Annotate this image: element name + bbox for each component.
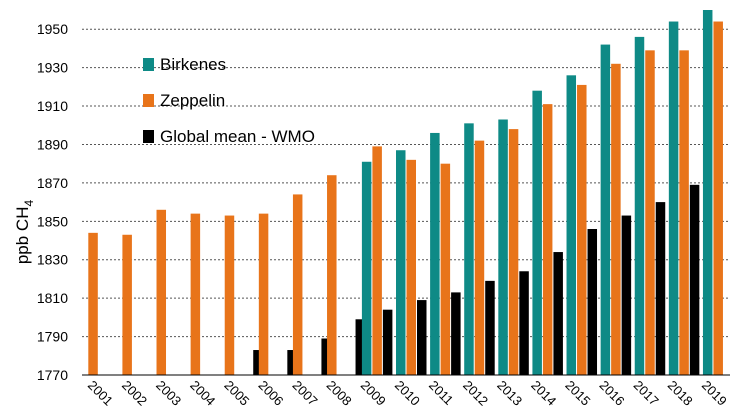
y-tick-label: 1890 [37, 136, 68, 152]
bar-birkenes-2015 [566, 75, 577, 375]
bar-zeppelin-2010 [406, 159, 416, 375]
bar-zeppelin-2016 [611, 63, 621, 375]
legend-swatch [143, 58, 154, 71]
bar-birkenes-2009 [361, 161, 372, 375]
y-tick-label: 1770 [37, 367, 68, 383]
y-tick-label: 1910 [37, 98, 68, 114]
bar-birkenes-2010 [396, 150, 406, 375]
bar-zeppelin-2015 [577, 84, 587, 375]
x-tick-label: 2010 [392, 378, 423, 409]
bar-global-mean-wmo-2005 [253, 350, 263, 375]
y-tick-label: 1810 [37, 290, 68, 306]
legend-swatch [143, 130, 154, 143]
bar-birkenes-2011 [430, 132, 440, 375]
x-tick-label: 2013 [494, 378, 525, 409]
x-tick-label: 2002 [119, 378, 150, 409]
bar-zeppelin-2014 [542, 104, 553, 375]
bar-zeppelin-2001 [88, 232, 98, 375]
x-tick-label: 2008 [324, 378, 355, 409]
legend: Birkenes Zeppelin Global mean - WMO [143, 55, 315, 146]
bar-global-mean-wmo-2017 [655, 202, 666, 375]
y-tick-label: 1850 [37, 213, 68, 229]
bar-global-mean-wmo-2015 [587, 229, 598, 375]
x-tick-label: 2001 [85, 378, 116, 409]
bar-birkenes-2017 [634, 36, 645, 375]
x-tick-label: 2007 [290, 378, 321, 409]
x-tick-label: 2014 [528, 378, 559, 409]
y-tick-label: 1930 [37, 60, 68, 76]
bar-global-mean-wmo-2007 [321, 338, 331, 375]
bar-global-mean-wmo-2013 [519, 271, 529, 375]
x-tick-label: 2003 [153, 378, 184, 409]
bar-global-mean-wmo-2018 [689, 184, 700, 375]
bar-zeppelin-2019 [713, 21, 723, 376]
bar-global-mean-wmo-2012 [485, 280, 495, 375]
legend-label: Birkenes [160, 55, 226, 74]
bar-zeppelin-2003 [156, 209, 167, 375]
bar-zeppelin-2013 [508, 129, 519, 375]
y-axis-label-subscript: 4 [22, 200, 36, 207]
y-tick-label: 1830 [37, 252, 68, 268]
x-tick-label: 2005 [221, 378, 252, 409]
bar-zeppelin-2011 [440, 163, 451, 375]
bar-zeppelin-2018 [679, 50, 689, 376]
bar-zeppelin-2012 [474, 140, 485, 375]
y-tick-label: 1790 [37, 329, 68, 345]
bar-birkenes-2014 [532, 90, 542, 376]
bars [88, 10, 723, 376]
x-tick-label: 2015 [562, 378, 593, 409]
x-tick-label: 2009 [358, 378, 389, 409]
x-tick-label: 2012 [460, 378, 491, 409]
x-tick-labels: 2001 2002 2003 2004 2005 2006 2007 2008 2009 2010… [85, 378, 730, 409]
bar-birkenes-2019 [702, 10, 713, 375]
x-tick-label: 2006 [255, 378, 286, 409]
bar-zeppelin-2004 [190, 213, 201, 375]
gridlines [82, 28, 730, 338]
bar-global-mean-wmo-2009 [382, 309, 393, 375]
x-tick-label: 2018 [665, 378, 696, 409]
x-tick-label: 2004 [187, 378, 218, 409]
bar-global-mean-wmo-2010 [417, 300, 427, 375]
y-tick-label: 1870 [37, 175, 68, 191]
bar-global-mean-wmo-2008 [355, 319, 366, 375]
legend-label: Global mean - WMO [160, 127, 315, 146]
bar-global-mean-wmo-2006 [287, 350, 297, 375]
bar-global-mean-wmo-2011 [451, 292, 461, 375]
bar-zeppelin-2008 [327, 175, 337, 375]
bar-zeppelin-2002 [122, 234, 132, 375]
bar-global-mean-wmo-2016 [621, 215, 632, 375]
bar-birkenes-2012 [464, 123, 474, 375]
bar-zeppelin-2009 [372, 146, 382, 375]
bar-zeppelin-2005 [224, 215, 235, 375]
x-tick-label: 2019 [699, 378, 730, 409]
bar-global-mean-wmo-2014 [553, 252, 563, 375]
x-tick-label: 2017 [631, 378, 662, 409]
x-tick-label: 2011 [426, 378, 456, 408]
bar-birkenes-2018 [668, 21, 679, 376]
bar-zeppelin-2007 [292, 194, 303, 375]
legend-label: Zeppelin [160, 91, 225, 110]
bar-zeppelin-2006 [258, 213, 269, 375]
y-tick-labels: 1770 1790 1810 1830 1850 1870 1890 1910 1930 1950 [37, 21, 68, 383]
y-axis-label: ppb CH4 [13, 200, 36, 265]
bar-birkenes-2016 [600, 44, 611, 375]
legend-swatch [143, 94, 154, 107]
bar-birkenes-2013 [498, 119, 508, 375]
x-tick-label: 2016 [597, 378, 628, 409]
bar-zeppelin-2017 [645, 50, 655, 376]
y-tick-label: 1950 [37, 21, 68, 37]
